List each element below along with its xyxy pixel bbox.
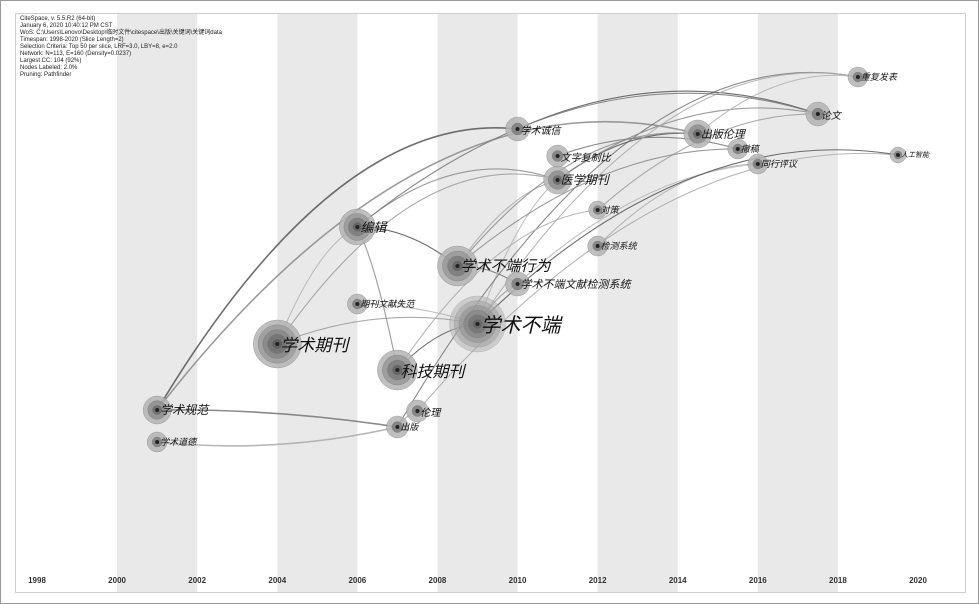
node-publishing[interactable] — [386, 415, 409, 439]
node-retraction[interactable] — [727, 138, 748, 160]
year-label: 2012 — [588, 576, 607, 585]
node-label: 科技期刊 — [400, 362, 465, 381]
node-academic-ethics[interactable] — [146, 431, 168, 453]
network-link — [517, 90, 819, 130]
node-label: 文字复制比 — [560, 152, 611, 164]
meta-line: Selection Criteria: Top 50 per slice, LR… — [20, 44, 178, 50]
node-academic-norms[interactable] — [142, 395, 172, 425]
node-label: 学术道德 — [160, 438, 197, 449]
meta-line: CiteSpace, v. 5.5.R2 (64-bit) — [20, 16, 96, 22]
year-label: 2004 — [268, 576, 287, 585]
node-academic-journal[interactable] — [253, 319, 302, 369]
meta-line: Timespan: 1998-2020 (Slice Length=2) — [20, 37, 124, 43]
year-stripe — [277, 14, 358, 592]
metadata-panel: CiteSpace, v. 5.5.R2 (64-bit) January 6, … — [20, 16, 222, 79]
node-label: 医学期刊 — [560, 173, 609, 187]
network-link — [517, 163, 758, 285]
node-lit-misconduct[interactable] — [347, 293, 368, 315]
node-editing[interactable] — [339, 208, 376, 246]
node-scitech-journal[interactable] — [377, 349, 418, 391]
node-label: 期刊文献失范 — [360, 300, 415, 311]
year-label: 2016 — [748, 576, 767, 585]
node-ai[interactable] — [889, 146, 907, 164]
node-label: 检测系统 — [600, 242, 637, 253]
year-stripe — [597, 14, 678, 592]
network-nodes — [142, 66, 907, 453]
network-link — [477, 72, 859, 325]
node-label: 学术不端 — [480, 313, 561, 337]
year-label: 2018 — [829, 576, 847, 585]
node-label: 出版 — [400, 423, 419, 434]
network-link — [557, 107, 818, 181]
year-stripe — [117, 14, 198, 592]
network-canvas[interactable]: 学术不端学术期刊科技期刊 学术不端行为 编辑学术规范学术道德 学术不端文献检测系统伦理… — [15, 13, 966, 593]
year-label: 2020 — [909, 576, 927, 585]
meta-line: Nodes Labeled: 2.0% — [20, 65, 78, 71]
meta-line: WoS: C:\Users\Lenovo\Desktop\临时文件\citesp… — [20, 30, 222, 36]
node-label: 学术不端文献检测系统 — [520, 277, 631, 291]
node-paper[interactable] — [805, 101, 831, 127]
year-label: 2010 — [508, 576, 527, 585]
year-label: 2006 — [348, 576, 367, 585]
network-link — [396, 209, 598, 371]
node-label: 学术不端行为 — [460, 256, 551, 275]
node-chinese-journal[interactable] — [543, 165, 572, 195]
node-label: 撤稿 — [740, 145, 759, 156]
network-link — [156, 120, 698, 411]
network-link — [157, 426, 398, 447]
network-link — [357, 92, 819, 228]
node-academic-integrity[interactable] — [505, 116, 530, 142]
node-misconduct-behavior[interactable] — [437, 245, 478, 287]
network-link — [276, 173, 558, 345]
year-label: 2008 — [428, 576, 447, 585]
network-link — [457, 132, 698, 267]
network-link — [557, 136, 738, 157]
node-label: 编辑 — [360, 221, 387, 237]
node-label: 人工智能 — [900, 150, 929, 159]
node-detection-system[interactable] — [505, 271, 530, 297]
node-peer-review[interactable] — [747, 153, 768, 175]
node-label: 对策 — [600, 206, 619, 217]
meta-line: January 6, 2020 10:40:12 PM CST — [20, 23, 113, 29]
node-countermeasure[interactable] — [588, 200, 607, 220]
network-link — [457, 148, 738, 267]
year-label: 2002 — [188, 576, 207, 585]
node-label: 重复发表 — [860, 73, 897, 84]
network-link — [157, 409, 398, 428]
network-link — [697, 74, 859, 135]
network-link — [156, 127, 518, 411]
network-link — [477, 149, 899, 325]
node-publishing-ethics[interactable] — [683, 119, 712, 149]
node-label: 学术诚信 — [520, 125, 561, 137]
year-label: 1998 — [28, 576, 46, 585]
node-label: 学术期刊 — [280, 336, 349, 357]
year-label: 2000 — [108, 576, 126, 585]
meta-line: Largest CC: 104 (92%) — [20, 58, 82, 64]
meta-line: Network: N=113, E=160 (Density=0.0237) — [20, 51, 132, 57]
node-label: 论文 — [820, 110, 841, 122]
network-link — [597, 163, 758, 247]
node-ethics[interactable] — [406, 399, 429, 423]
node-label: 出版伦理 — [700, 127, 745, 141]
node-label: 同行评议 — [760, 160, 797, 171]
year-label: 2014 — [668, 576, 687, 585]
node-label: 学术规范 — [160, 403, 209, 417]
node-detect-system[interactable] — [587, 235, 608, 257]
node-repub[interactable] — [847, 66, 869, 88]
node-text-copy[interactable] — [546, 144, 569, 168]
node-label: 伦理 — [420, 407, 441, 419]
node-academic-misconduct[interactable] — [449, 295, 506, 353]
meta-line: Pruning: Pathfinder — [20, 72, 72, 78]
timeline-stripes — [117, 14, 838, 592]
